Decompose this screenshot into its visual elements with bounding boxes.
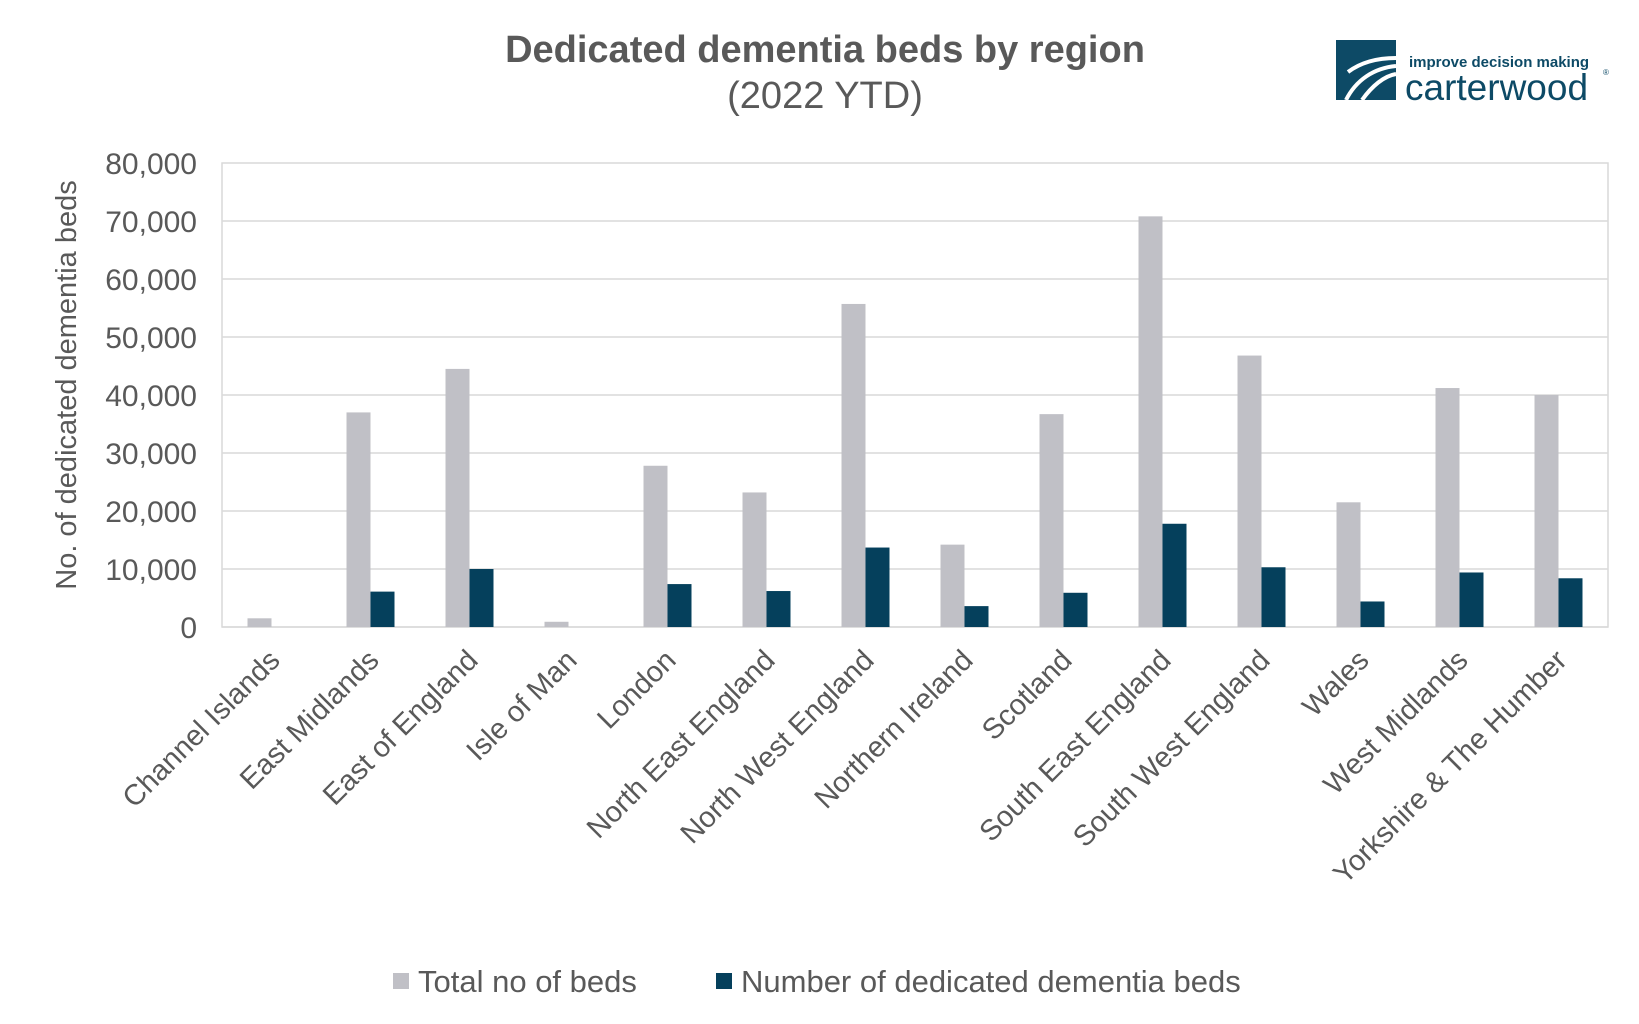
bar-total-beds bbox=[1534, 395, 1559, 627]
y-tick-label: 40,000 bbox=[105, 380, 197, 413]
y-axis-tick-labels: 0 10,000 20,000 30,000 40,000 50,000 60,000 70,… bbox=[105, 148, 197, 645]
x-tick-label: Wales bbox=[1297, 644, 1376, 723]
y-tick-label: 80,000 bbox=[105, 148, 197, 181]
y-axis-title: No. of dedicated dementia beds bbox=[51, 180, 83, 590]
bar-dementia-beds bbox=[667, 584, 692, 627]
bar-total-beds bbox=[841, 303, 866, 627]
x-tick-label: North West England bbox=[675, 644, 881, 850]
legend-label: Total no of beds bbox=[418, 964, 637, 999]
brand-tagline: improve decision making bbox=[1409, 54, 1589, 71]
bar-total-beds bbox=[1237, 355, 1262, 627]
x-tick-label: South West England bbox=[1067, 644, 1276, 853]
y-tick-label: 50,000 bbox=[105, 322, 197, 355]
y-tick-label: 70,000 bbox=[105, 206, 197, 239]
bar-dementia-beds bbox=[1063, 592, 1088, 627]
legend-swatch bbox=[393, 973, 409, 989]
brand-registered-mark: ® bbox=[1603, 68, 1609, 77]
bar-total-beds bbox=[643, 465, 668, 627]
y-tick-label: 0 bbox=[180, 612, 197, 645]
bar-total-beds bbox=[940, 544, 965, 627]
bar-total-beds bbox=[742, 492, 767, 627]
bar-total-beds bbox=[1138, 216, 1163, 628]
x-tick-label: North East England bbox=[581, 644, 781, 844]
bar-total-beds bbox=[544, 621, 569, 627]
legend-swatch bbox=[716, 973, 732, 989]
bar-dementia-beds bbox=[964, 606, 989, 627]
legend: Total no of beds Number of dedicated deme… bbox=[393, 964, 1241, 999]
bar-dementia-beds bbox=[1162, 523, 1187, 627]
bar-series bbox=[247, 216, 1583, 628]
y-tick-label: 30,000 bbox=[105, 438, 197, 471]
x-tick-label: London bbox=[591, 644, 682, 735]
bar-total-beds bbox=[1336, 502, 1361, 627]
x-tick-label: Scotland bbox=[976, 644, 1078, 746]
carterwood-logo-icon bbox=[1336, 40, 1397, 102]
brand-name: carterwood bbox=[1405, 67, 1588, 108]
bar-total-beds bbox=[445, 368, 470, 627]
bar-dementia-beds bbox=[1558, 578, 1583, 627]
bar-dementia-beds bbox=[1261, 567, 1286, 627]
bar-total-beds bbox=[346, 412, 371, 627]
chart-title: Dedicated dementia beds by region bbox=[505, 29, 1145, 71]
bar-total-beds bbox=[247, 618, 272, 627]
bar-dementia-beds bbox=[766, 591, 791, 627]
y-tick-label: 20,000 bbox=[105, 496, 197, 529]
y-tick-label: 60,000 bbox=[105, 264, 197, 297]
y-tick-label: 10,000 bbox=[105, 554, 197, 587]
gridlines bbox=[222, 220, 1608, 628]
bar-dementia-beds bbox=[865, 547, 890, 627]
bar-total-beds bbox=[1435, 388, 1460, 627]
bar-dementia-beds bbox=[370, 591, 395, 627]
legend-label: Number of dedicated dementia beds bbox=[741, 964, 1241, 999]
x-tick-label: South East England bbox=[974, 644, 1178, 848]
bar-dementia-beds bbox=[1360, 601, 1385, 627]
chart-subtitle: (2022 YTD) bbox=[727, 75, 923, 117]
bar-dementia-beds bbox=[469, 569, 494, 627]
brand-logo: improve decision making carterwood ® bbox=[1336, 40, 1609, 108]
bar-total-beds bbox=[1039, 414, 1064, 627]
bar-dementia-beds bbox=[1459, 572, 1484, 627]
